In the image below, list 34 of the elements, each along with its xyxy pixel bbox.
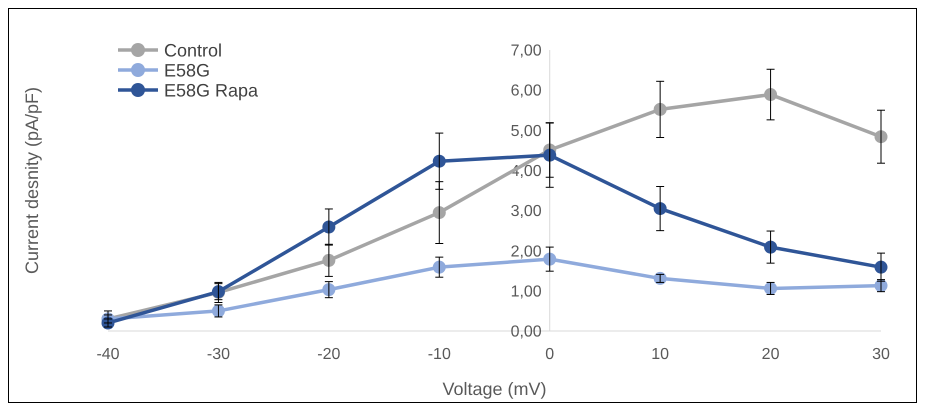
point [654,202,667,216]
point [432,206,446,220]
point [543,252,556,266]
x-tick-label: 0 [545,346,554,363]
y-tick-label: 3,00 [510,203,542,220]
point [322,254,336,267]
point [764,88,778,102]
point [874,130,888,144]
y-tick-label: 2,00 [510,243,542,260]
x-tick-label: -10 [428,346,451,363]
y-tick-label: 0,00 [510,324,542,341]
y-axis-title: Current desnity (pA/pF) [22,86,42,274]
y-tick-label: 1,00 [510,283,542,300]
x-tick-label: -40 [96,346,120,363]
point [322,220,336,234]
legend-label: E58G Rapa [164,80,260,100]
x-tick-label: -20 [317,346,341,363]
point [432,154,446,168]
point [543,148,556,162]
y-tick-label: 7,00 [510,42,542,60]
point [874,260,888,274]
x-axis-title: Voltage (mV) [442,379,547,399]
point [764,240,778,254]
y-tick-label: 5,00 [510,122,542,140]
x-tick-label: 30 [872,346,890,363]
y-tick-label: 6,00 [510,82,542,100]
legend-label: Control [164,40,222,60]
legend-label: E58G [164,60,210,80]
point [432,260,446,274]
point [654,102,667,116]
x-tick-label: -30 [206,346,230,363]
x-tick-label: 10 [651,346,670,363]
point [322,283,336,296]
x-tick-label: 20 [762,346,780,363]
